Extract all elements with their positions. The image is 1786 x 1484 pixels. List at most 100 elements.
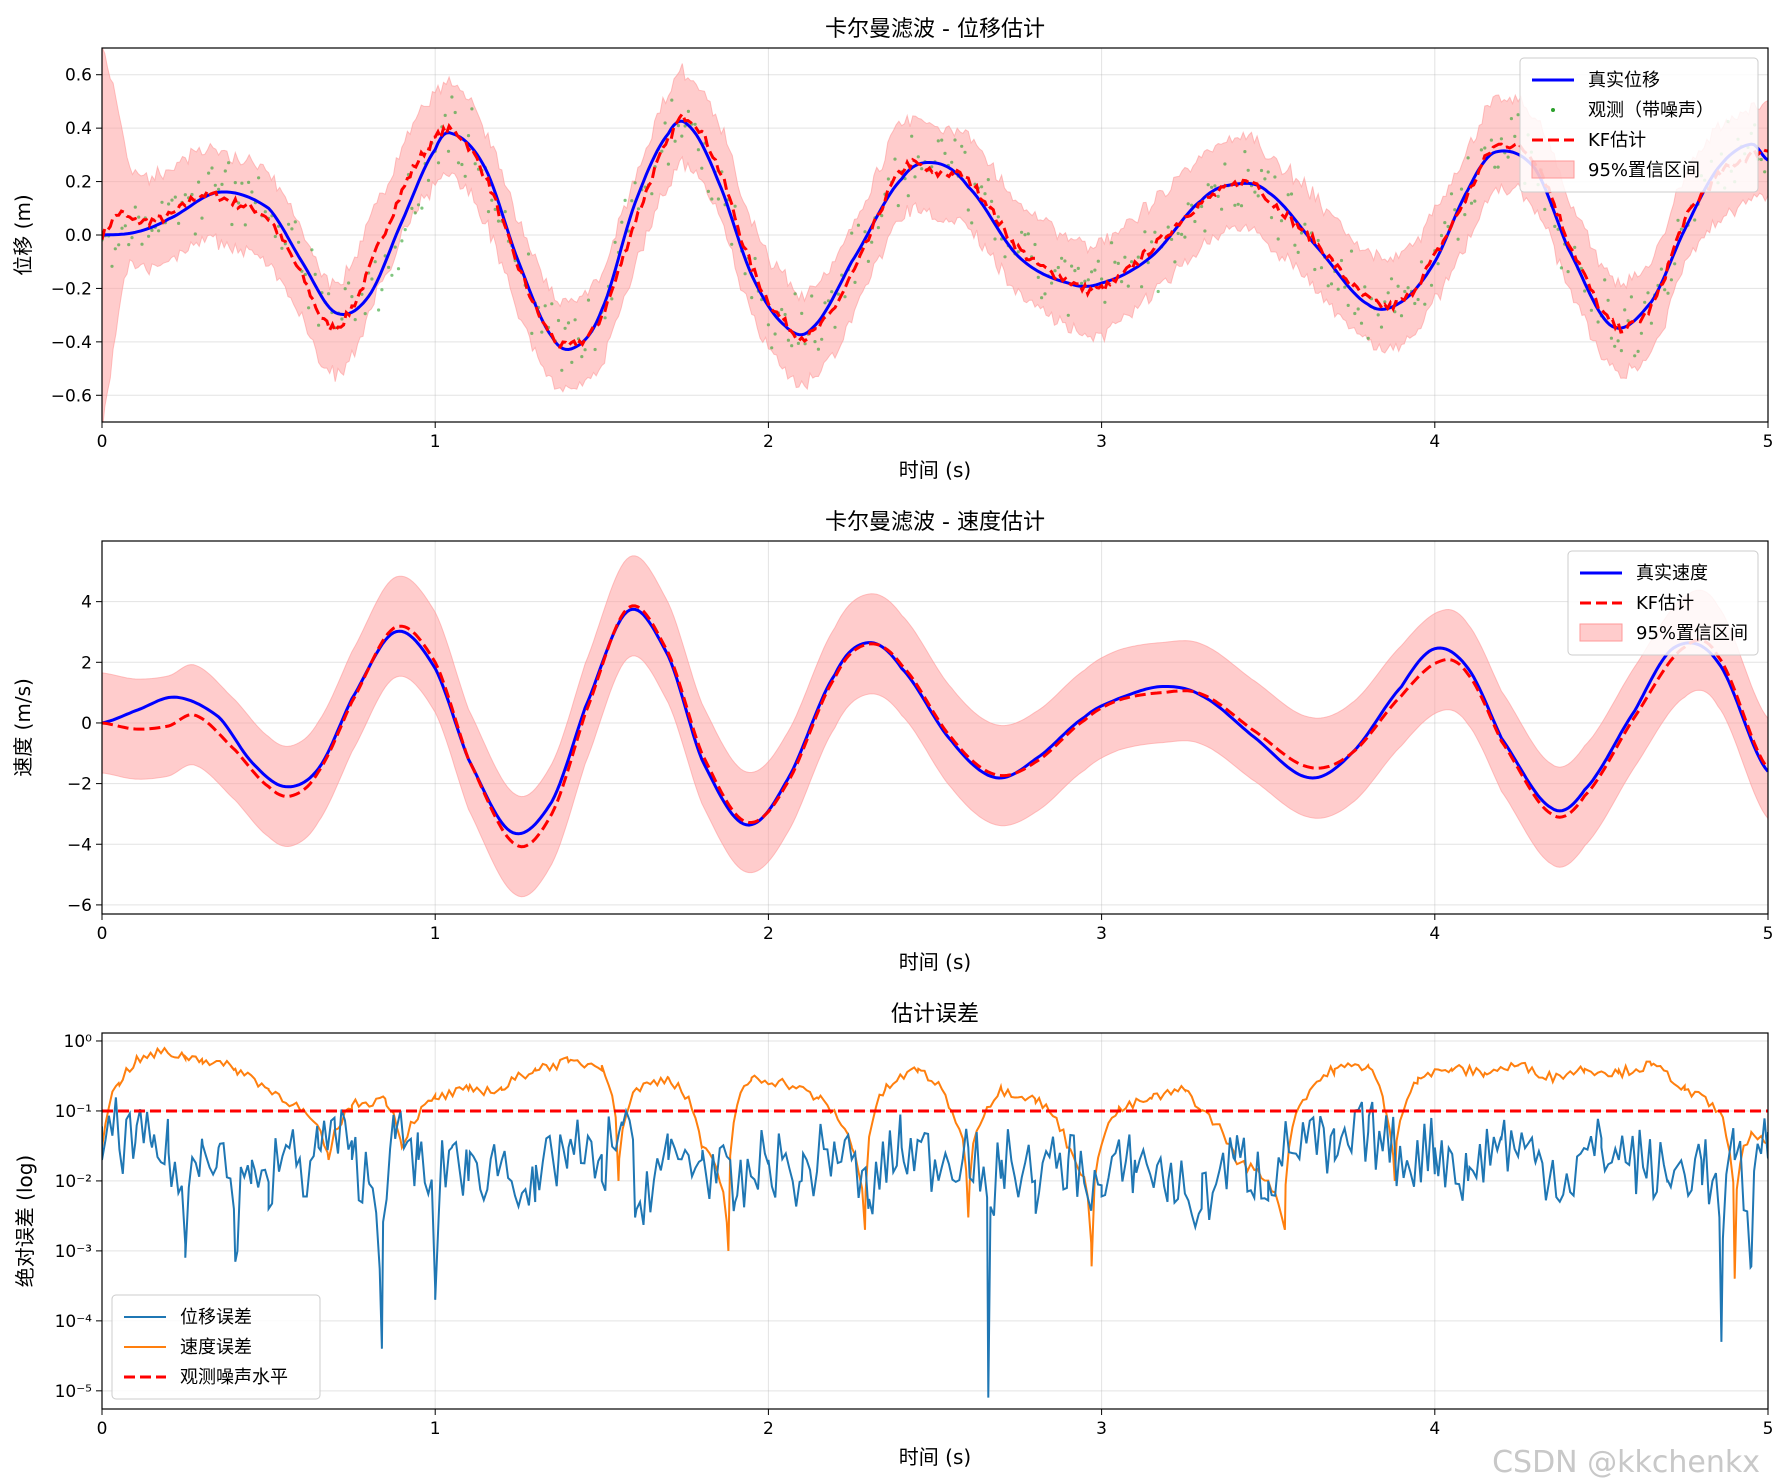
observation-point bbox=[1313, 267, 1317, 272]
observation-point bbox=[360, 292, 364, 296]
observation-point bbox=[836, 292, 841, 296]
observation-point bbox=[1220, 207, 1224, 211]
observation-point bbox=[403, 228, 407, 232]
observation-point bbox=[230, 222, 234, 227]
observation-point bbox=[970, 221, 974, 225]
observation-point bbox=[706, 189, 711, 193]
observation-point bbox=[710, 197, 714, 201]
observation-point bbox=[1483, 146, 1487, 150]
observation-point bbox=[1626, 319, 1630, 323]
observation-point bbox=[1136, 255, 1140, 259]
x-tick-label: 1 bbox=[430, 432, 441, 452]
observation-point bbox=[543, 304, 547, 308]
y-tick-label: −6 bbox=[67, 896, 92, 916]
observation-point bbox=[200, 216, 204, 220]
observation-point bbox=[453, 110, 457, 115]
x-tick-label: 1 bbox=[430, 1419, 441, 1439]
confidence-band bbox=[102, 48, 1768, 422]
observation-point bbox=[530, 331, 534, 335]
y-tick-label: 0.4 bbox=[65, 119, 92, 139]
observation-point bbox=[243, 223, 247, 227]
observation-point bbox=[1210, 185, 1214, 189]
observation-point bbox=[1296, 250, 1300, 254]
observation-point bbox=[1616, 339, 1620, 343]
observation-point bbox=[610, 297, 614, 301]
observation-point bbox=[273, 234, 277, 239]
observation-point bbox=[1116, 261, 1120, 265]
observation-point bbox=[1140, 285, 1144, 289]
observation-point bbox=[826, 299, 831, 303]
observation-point bbox=[910, 134, 914, 138]
observation-point bbox=[456, 161, 461, 165]
observation-point bbox=[410, 206, 414, 210]
observation-point bbox=[1153, 230, 1157, 234]
observation-point bbox=[1669, 278, 1673, 282]
observation-point bbox=[1206, 183, 1210, 187]
legend-swatch bbox=[1551, 108, 1555, 112]
legend: 真实速度 KF估计 95%置信区间 bbox=[1567, 550, 1759, 656]
observation-point bbox=[750, 296, 754, 300]
observation-point bbox=[1066, 313, 1070, 317]
observation-point bbox=[1553, 224, 1557, 228]
observation-point bbox=[350, 295, 354, 299]
x-axis-title: 时间 (s) bbox=[899, 950, 971, 974]
observation-point bbox=[250, 190, 254, 194]
observation-point bbox=[213, 183, 217, 187]
observation-point bbox=[373, 260, 377, 264]
observation-point bbox=[993, 237, 997, 241]
observation-point bbox=[940, 138, 944, 142]
observation-point bbox=[1070, 264, 1074, 268]
observation-point bbox=[1166, 225, 1170, 229]
observation-point bbox=[443, 113, 447, 117]
observation-point bbox=[1143, 230, 1147, 234]
observation-point bbox=[1173, 260, 1177, 264]
observation-point bbox=[1096, 259, 1100, 263]
legend-label: 95%置信区间 bbox=[1636, 623, 1748, 644]
observation-point bbox=[1103, 300, 1107, 304]
observation-point bbox=[1180, 232, 1184, 236]
observation-point bbox=[766, 323, 771, 327]
observation-point bbox=[1319, 266, 1324, 270]
observation-point bbox=[663, 121, 667, 125]
axes-frame bbox=[101, 540, 1769, 915]
observation-point bbox=[1086, 278, 1090, 282]
observation-point bbox=[796, 341, 801, 345]
observation-point bbox=[463, 174, 467, 178]
observation-point bbox=[676, 124, 681, 128]
observation-point bbox=[950, 160, 954, 164]
y-tick-label: 10⁻⁵ bbox=[55, 1382, 92, 1402]
observation-point bbox=[1443, 221, 1447, 225]
observation-point bbox=[733, 204, 737, 208]
observation-point bbox=[1113, 260, 1117, 264]
observation-point bbox=[840, 273, 844, 277]
observation-point bbox=[753, 256, 757, 261]
observation-point bbox=[167, 202, 171, 206]
legend-box bbox=[111, 1294, 321, 1400]
observation-point bbox=[896, 204, 900, 208]
observation-point bbox=[770, 346, 774, 350]
observation-point bbox=[1286, 193, 1290, 197]
chart-title: 估计误差 bbox=[891, 1002, 979, 1027]
x-tick-label: 2 bbox=[763, 432, 774, 452]
observation-point bbox=[696, 148, 701, 152]
observation-point bbox=[1016, 250, 1020, 254]
observation-point bbox=[1276, 237, 1280, 241]
observation-point bbox=[673, 139, 677, 143]
observation-point bbox=[470, 107, 474, 111]
observation-point bbox=[1216, 194, 1220, 198]
observation-point bbox=[1200, 204, 1204, 209]
plot-area bbox=[102, 555, 1768, 898]
observation-point bbox=[570, 360, 574, 364]
observation-point bbox=[583, 348, 587, 352]
observation-point bbox=[217, 187, 221, 191]
observation-point bbox=[1090, 270, 1094, 274]
observation-point bbox=[1246, 168, 1250, 172]
observation-point bbox=[1543, 207, 1547, 211]
y-tick-label: 10⁻⁴ bbox=[55, 1312, 93, 1332]
observation-point bbox=[387, 265, 391, 269]
observation-point bbox=[683, 124, 687, 128]
x-tick-label: 4 bbox=[1429, 432, 1440, 452]
observation-point bbox=[1396, 284, 1400, 288]
